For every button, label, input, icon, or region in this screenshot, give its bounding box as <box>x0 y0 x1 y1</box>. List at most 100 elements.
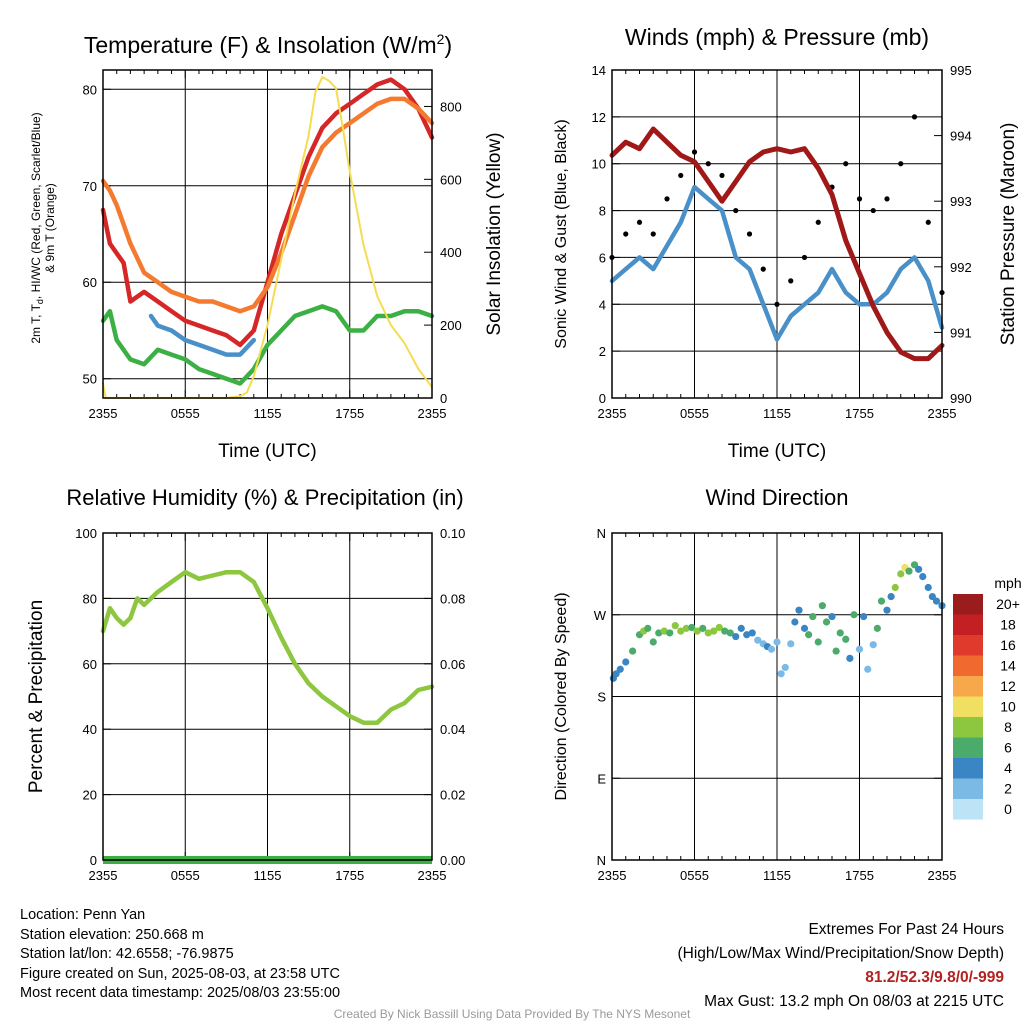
direction-point <box>850 611 858 619</box>
recent-data-text: Most recent data timestamp: 2025/08/03 2… <box>20 985 341 1001</box>
direction-point <box>781 663 789 672</box>
direction-point <box>737 624 745 632</box>
direction-point <box>846 654 854 662</box>
colorbar-swatch <box>953 635 983 656</box>
gust-point <box>636 219 643 225</box>
y-tick-label: 60 <box>83 657 97 672</box>
gust-point <box>815 219 821 225</box>
direction-point <box>832 647 840 655</box>
location-text: Location: Penn Yan <box>20 907 146 923</box>
x-tick-label: 2355 <box>598 406 627 421</box>
y-tick-label: 100 <box>75 526 97 541</box>
direction-point <box>800 624 809 632</box>
y-tick-label: 10 <box>592 157 606 172</box>
direction-point <box>787 640 795 648</box>
y-tick-label: 0 <box>90 853 97 868</box>
y2-tick-label: 200 <box>440 318 462 333</box>
x-tick-label: 0555 <box>171 868 200 883</box>
temp-series-line <box>100 77 435 348</box>
direction-point <box>932 597 941 605</box>
station-pressure-line <box>609 126 945 362</box>
y-tick-label: 14 <box>592 63 606 78</box>
direction-point <box>864 665 872 673</box>
y2-tick-label: 0.04 <box>440 722 465 737</box>
gust-point <box>705 161 711 167</box>
y-tick-label: 50 <box>83 372 97 387</box>
x-tick-label: 2355 <box>928 406 957 421</box>
x-axis-label: Time (UTC) <box>218 441 317 462</box>
x-tick-label: 1155 <box>254 406 282 421</box>
colorbar-label: 8 <box>1004 719 1012 735</box>
colorbar-label: 16 <box>1000 637 1016 653</box>
title-superscript: 2 <box>437 31 445 47</box>
direction-point <box>915 565 923 573</box>
gust-point <box>774 301 780 307</box>
direction-point <box>773 638 781 646</box>
y-tick-label: 40 <box>83 722 97 737</box>
label-subscript-d: d <box>35 299 45 304</box>
y2-tick-label: 0.10 <box>440 526 465 541</box>
y2-tick-label: 993 <box>950 194 972 209</box>
direction-point <box>699 624 707 632</box>
direction-point <box>805 631 813 639</box>
direction-point <box>777 670 785 678</box>
direction-point <box>818 602 826 610</box>
y-tick-label: N <box>597 526 606 541</box>
x-tick-label: 1155 <box>763 868 791 883</box>
direction-point <box>767 645 776 653</box>
y2-tick-label: 0.00 <box>440 853 465 868</box>
y-tick-label: E <box>597 771 606 786</box>
y-tick-label: 60 <box>83 275 97 290</box>
direction-point <box>919 573 927 581</box>
colorbar-label: 20+ <box>996 596 1020 612</box>
y2-tick-label: 400 <box>440 245 462 260</box>
plot-frame <box>102 69 433 399</box>
direction-point <box>715 623 723 632</box>
colorbar-label: 6 <box>1004 740 1012 756</box>
x-tick-label: 2355 <box>598 868 627 883</box>
y2-tick-label: 0.06 <box>440 657 465 672</box>
direction-point <box>726 629 734 637</box>
chart-title: Wind Direction <box>705 485 848 510</box>
gust-point <box>925 219 931 225</box>
gust-point <box>843 161 849 167</box>
y-axis-label-left-line2: & 9m T (Orange) <box>43 183 57 273</box>
x-tick-label: 1755 <box>845 406 874 421</box>
y-axis-label-right: Solar Insolation (Yellow) <box>484 132 505 335</box>
colorbar-swatch <box>953 737 983 758</box>
temp-series-line <box>100 96 435 314</box>
direction-point <box>622 658 630 666</box>
direction-point <box>677 627 685 635</box>
chart-title: Relative Humidity (%) & Precipitation (i… <box>66 485 463 510</box>
colorbar-swatch <box>953 614 983 635</box>
gust-point <box>870 207 876 214</box>
y-axis-label-left: Direction (Colored By Speed) <box>553 592 570 800</box>
colorbar-swatch <box>953 655 983 676</box>
y-tick-label: 80 <box>83 82 97 97</box>
direction-point <box>743 631 751 639</box>
colorbar-label: 0 <box>1004 801 1012 817</box>
colorbar-swatch <box>953 799 983 820</box>
humidity-precip-panel: 2355 0555 1155 1755 2355 Relative Humidity (%… <box>26 485 465 883</box>
gust-point <box>898 161 904 167</box>
direction-point <box>883 606 891 614</box>
colorbar-swatch <box>953 696 983 717</box>
colorbar-title: mph <box>994 575 1021 591</box>
gust-point <box>733 207 739 214</box>
direction-point <box>710 627 718 635</box>
y2-tick-label: 800 <box>440 99 462 114</box>
gust-point <box>884 196 890 202</box>
direction-point <box>655 629 663 637</box>
temp-series-line <box>100 304 435 386</box>
gust-point <box>801 254 808 261</box>
y2-tick-label: 990 <box>950 391 972 406</box>
y-axis-label-left: Percent & Precipitation <box>26 600 47 793</box>
direction-point <box>644 624 652 632</box>
colorbar-swatch <box>953 778 983 799</box>
y-tick-label: 12 <box>592 110 606 125</box>
wind-direction-panel: 2355 0555 1155 1755 2355 Wind Direction N E S W N D… <box>553 485 956 883</box>
colorbar-label: 12 <box>1000 678 1016 694</box>
direction-point <box>855 645 864 653</box>
x-tick-label: 1755 <box>335 868 364 883</box>
